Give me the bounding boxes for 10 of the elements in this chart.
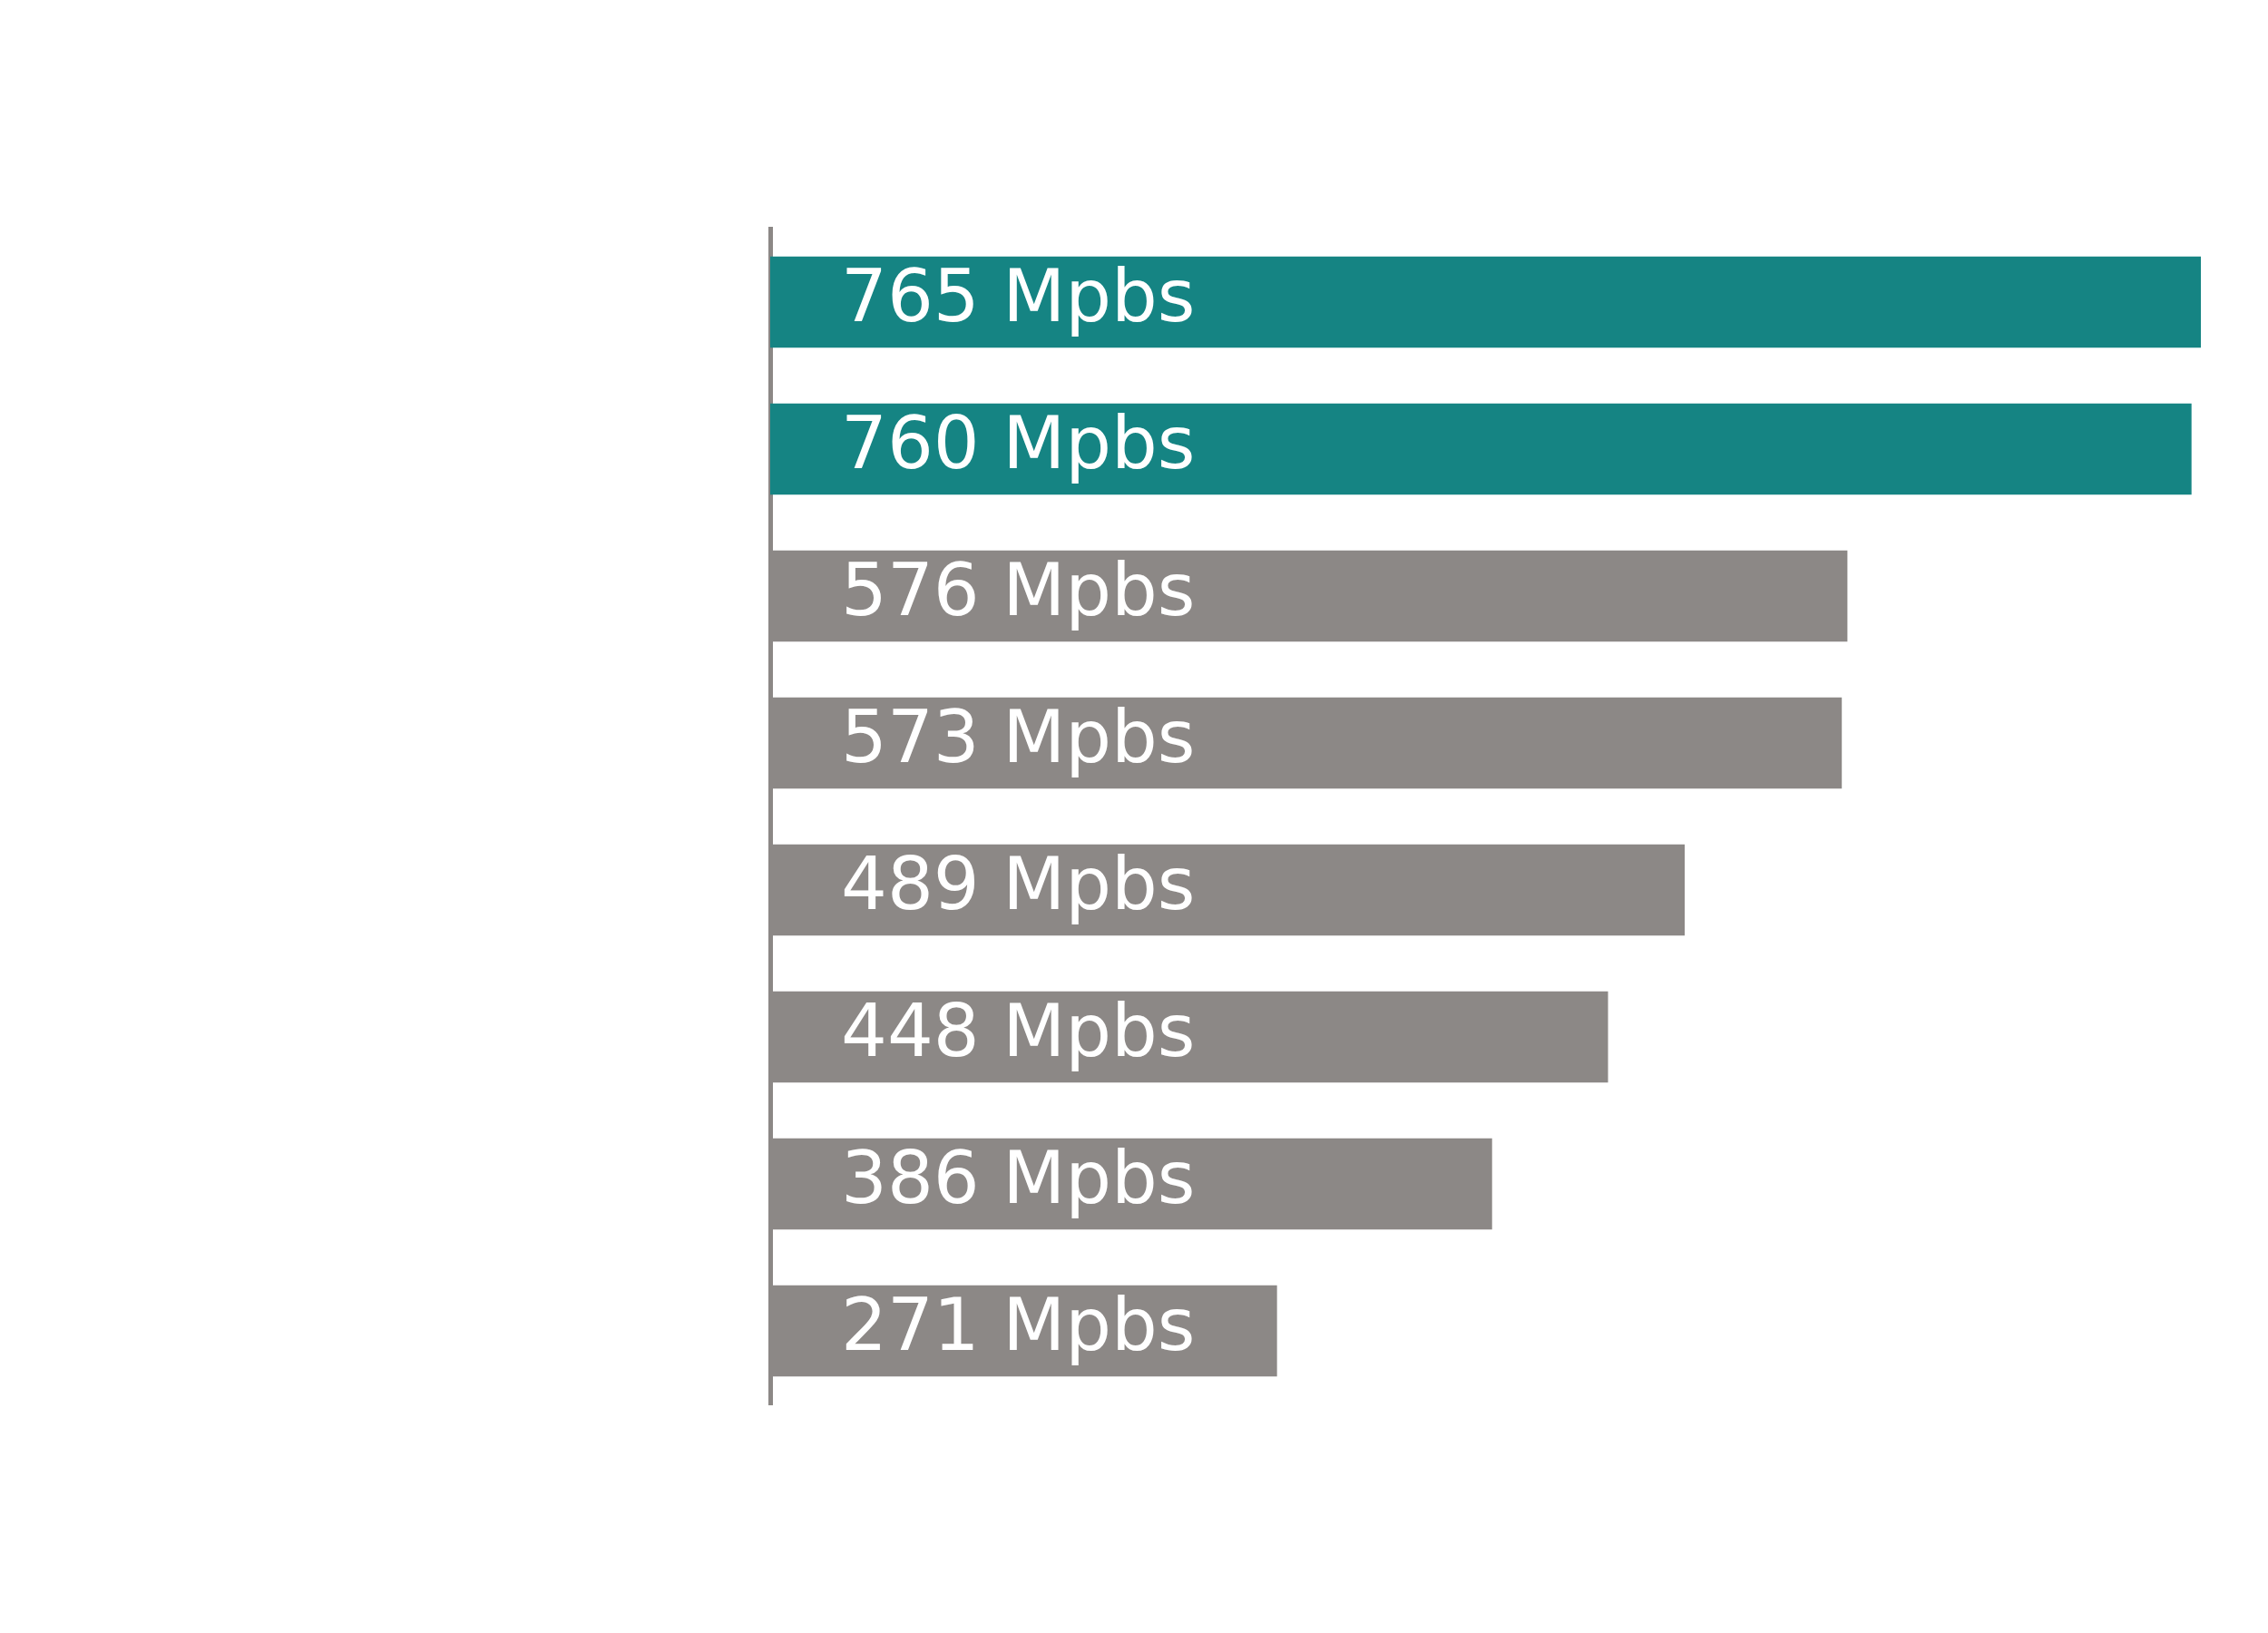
data-label: 271 Mpbs <box>841 1282 1196 1367</box>
data-label: 576 Mpbs <box>841 547 1196 632</box>
data-label: 760 Mpbs <box>841 400 1196 485</box>
data-label: 765 Mpbs <box>841 253 1196 338</box>
data-label: 386 Mpbs <box>841 1135 1196 1220</box>
data-label: 573 Mpbs <box>841 694 1196 779</box>
data-label: 489 Mpbs <box>841 841 1196 926</box>
data-label: 448 Mpbs <box>841 988 1196 1073</box>
bar <box>770 403 2192 495</box>
bar <box>770 256 2201 348</box>
